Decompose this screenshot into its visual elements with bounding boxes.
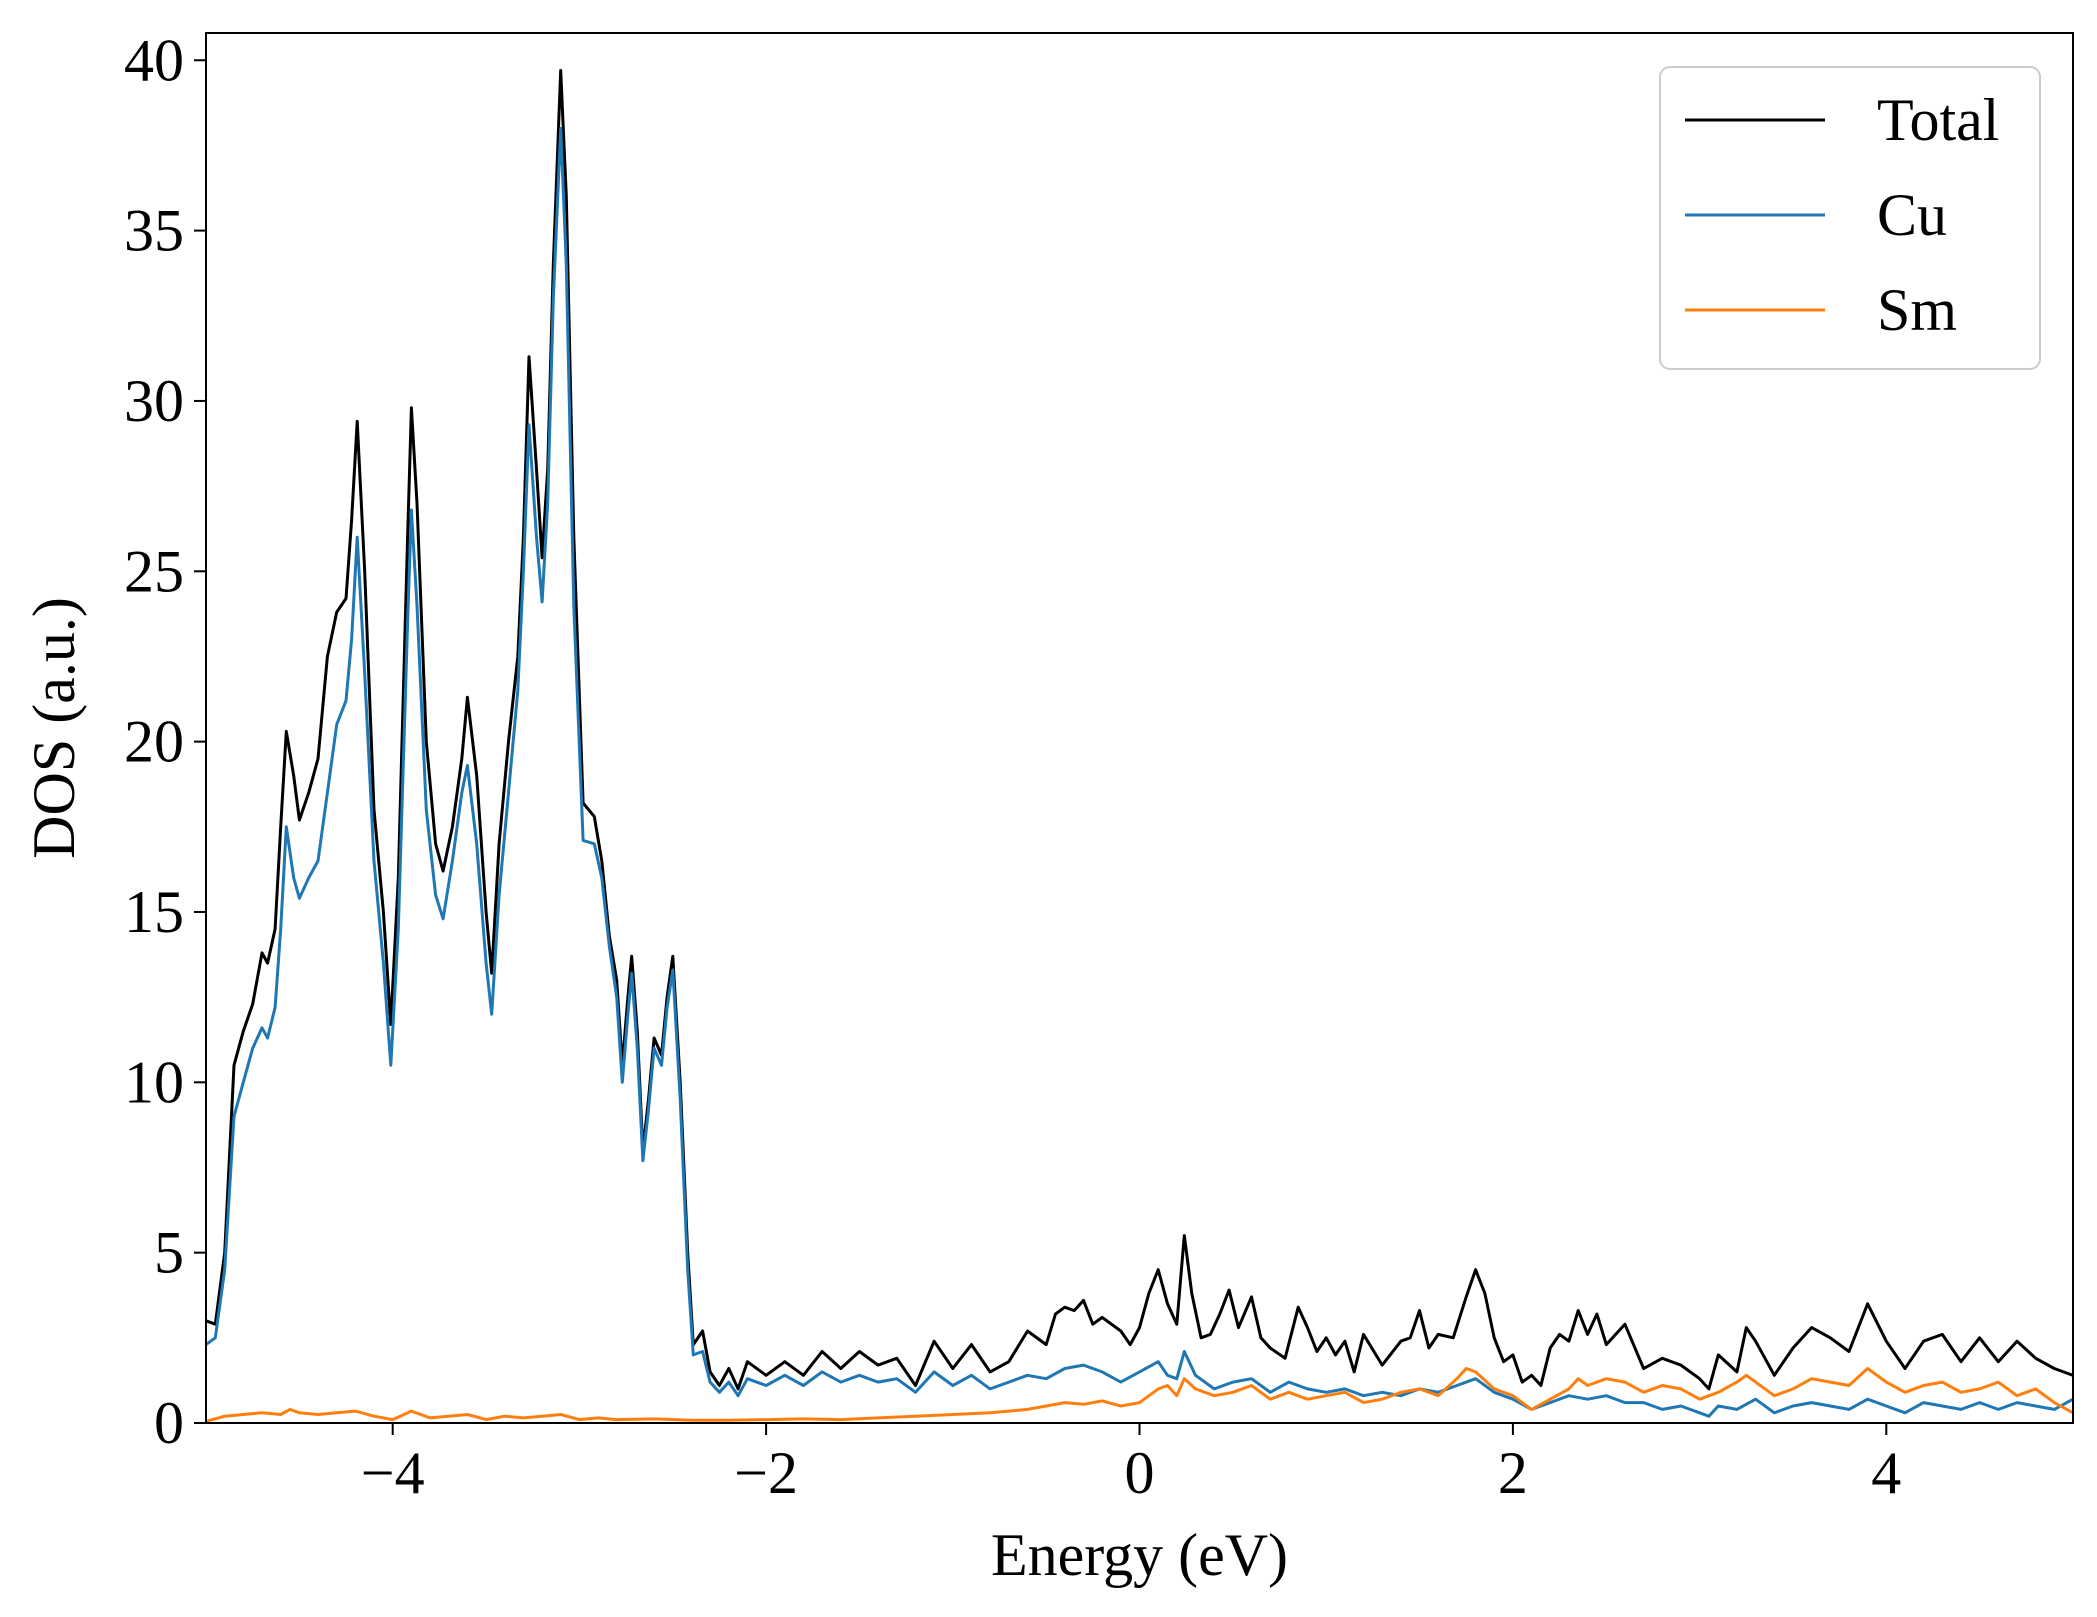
legend: Total Cu Sm [1659,66,2041,370]
series-line-sm [206,1367,2073,1423]
legend-label-total: Total [1877,87,1999,153]
x-tick-label: −2 [734,1440,798,1506]
x-tick-label: 2 [1498,1440,1528,1506]
y-tick-label: 35 [124,198,184,264]
y-tick-label: 20 [124,709,184,775]
x-tick-label: 4 [1871,1440,1901,1506]
y-tick-label: 30 [124,368,184,434]
y-tick-label: 10 [124,1049,184,1115]
x-tick-label: 0 [1125,1440,1155,1506]
legend-box [1659,66,2041,370]
legend-label-cu: Cu [1877,182,1947,248]
y-tick-label: 15 [124,879,184,945]
series-lines [206,69,2073,1423]
x-axis-ticks: −4 −2 0 2 4 [361,1423,1901,1506]
y-tick-label: 5 [154,1220,184,1286]
y-tick-label: 40 [124,27,184,93]
y-axis-ticks: 0 5 10 15 20 25 30 35 40 [124,27,206,1456]
series-line-cu [206,126,2073,1418]
legend-label-sm: Sm [1877,277,1957,343]
x-tick-label: −4 [361,1440,425,1506]
y-tick-label: 0 [154,1390,184,1456]
y-tick-label: 25 [124,538,184,604]
y-axis-label: DOS (a.u.) [21,597,87,859]
series-line-total [206,69,2073,1391]
x-axis-label: Energy (eV) [991,1522,1288,1588]
